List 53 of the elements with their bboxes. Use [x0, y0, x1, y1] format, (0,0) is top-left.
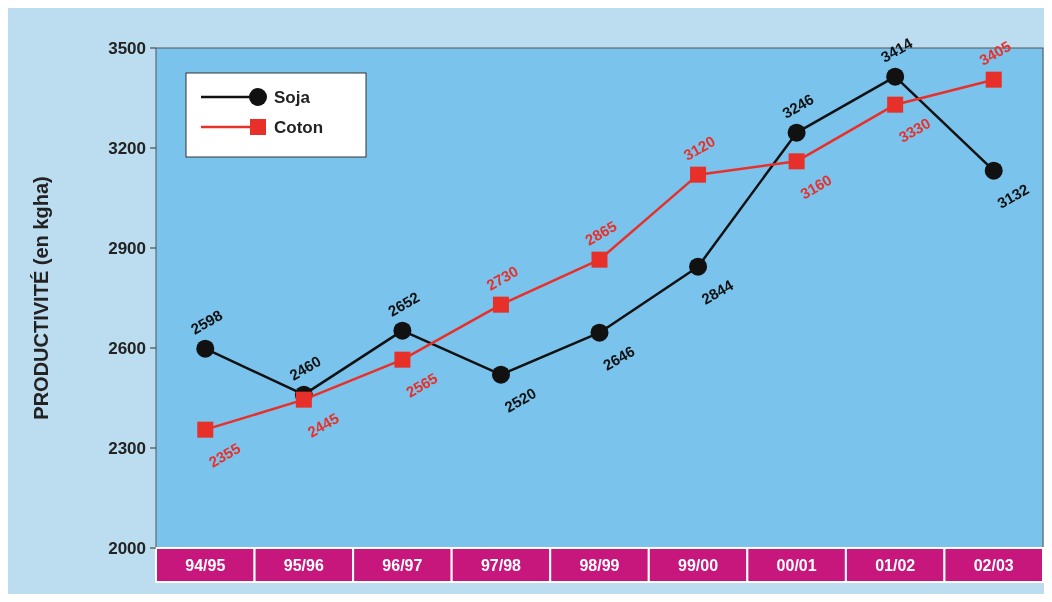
x-tick-label: 99/00: [678, 557, 719, 574]
y-tick-label: 2000: [108, 538, 146, 558]
point: [196, 339, 215, 358]
point: [590, 323, 609, 342]
point: [492, 296, 509, 313]
point: [394, 351, 411, 368]
point: [985, 71, 1002, 88]
x-tick-label: 95/96: [283, 557, 324, 574]
x-tick-label: 96/97: [382, 557, 423, 574]
y-axis-title: PRODUCTIVITÉ (en kgha): [30, 176, 52, 420]
x-tick-label: 00/01: [776, 557, 817, 574]
data-label: 2460: [286, 352, 324, 384]
x-tick-label: 01/02: [875, 557, 916, 574]
y-tick-label: 3500: [108, 38, 146, 58]
x-tick-label: 98/99: [579, 557, 620, 574]
y-tick-label: 2900: [108, 238, 146, 258]
data-label: 2445: [304, 409, 342, 441]
data-label: 2652: [384, 288, 423, 320]
x-tick-label: 94/95: [185, 557, 226, 574]
data-label: 3160: [797, 170, 835, 203]
point: [787, 123, 806, 142]
y-tick-label: 3200: [108, 138, 146, 158]
data-label: 2730: [483, 262, 521, 294]
legend-label: Soja: [274, 87, 311, 107]
y-tick-label: 2600: [108, 338, 146, 358]
point: [690, 166, 707, 183]
point: [886, 67, 905, 86]
legend-label: Coton: [274, 117, 324, 137]
data-label: 3132: [994, 180, 1032, 212]
point: [491, 365, 510, 384]
point: [197, 421, 214, 438]
data-label: 2565: [402, 369, 441, 401]
x-tick-label: 02/03: [973, 557, 1014, 574]
point: [689, 257, 708, 276]
point: [984, 161, 1003, 180]
point: [788, 153, 805, 170]
y-tick-label: 2300: [108, 438, 146, 458]
point: [887, 96, 904, 113]
data-label: 3414: [877, 33, 916, 66]
data-label: 2598: [187, 306, 226, 338]
data-label: 3120: [680, 132, 719, 164]
data-label: 2865: [582, 217, 620, 249]
data-label: 2844: [698, 275, 737, 308]
data-label: 2355: [205, 439, 244, 471]
data-label: 3246: [779, 90, 817, 122]
point: [295, 391, 312, 408]
point: [591, 251, 608, 268]
data-label: 3405: [976, 37, 1014, 69]
x-tick-label: 97/98: [480, 557, 522, 574]
data-label: 2646: [600, 342, 638, 374]
data-label: 3330: [895, 114, 934, 146]
point: [393, 321, 412, 340]
data-label: 2520: [501, 384, 539, 416]
